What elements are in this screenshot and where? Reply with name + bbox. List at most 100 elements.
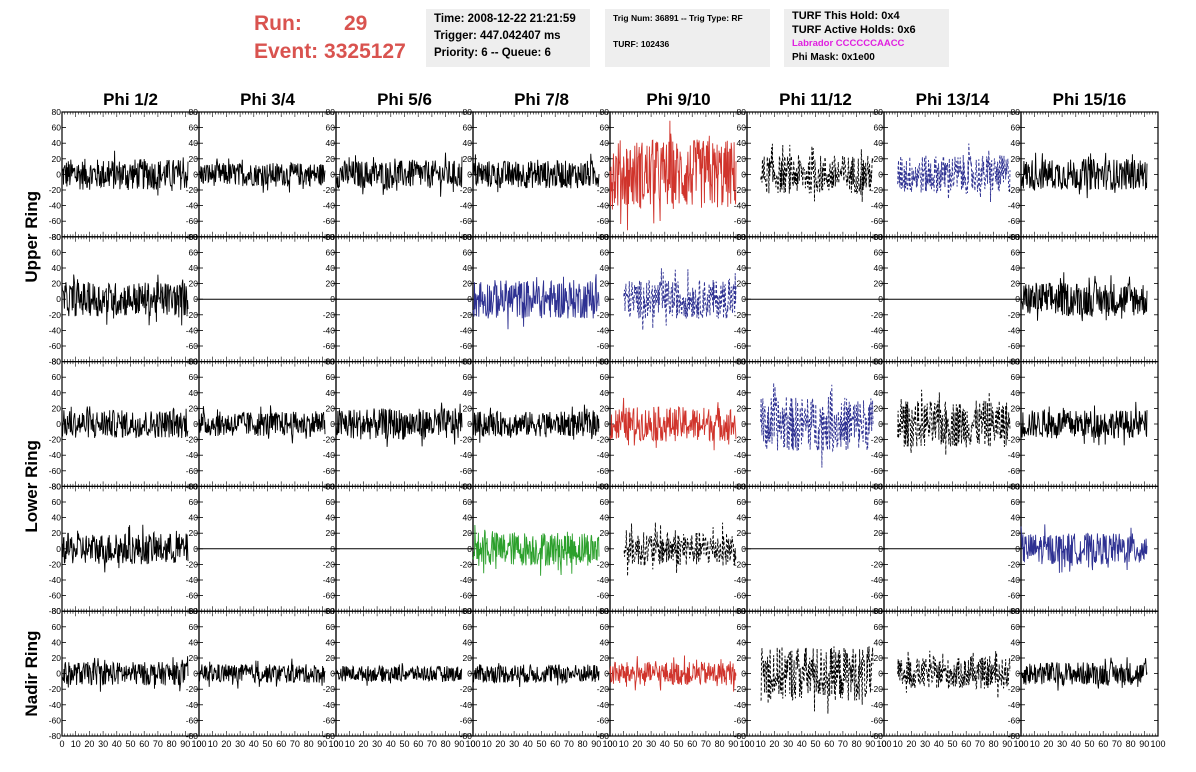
y-tick-label: -80 <box>49 606 62 616</box>
x-tick-label: 10 <box>482 739 492 749</box>
y-tick-label: -20 <box>323 310 336 320</box>
y-tick-label: 20 <box>1011 653 1021 663</box>
y-tick-label: 40 <box>463 637 473 647</box>
y-tick-label: -40 <box>186 325 199 335</box>
y-tick-label: 20 <box>189 653 199 663</box>
y-tick-label: -60 <box>734 216 747 226</box>
y-tick-label: -60 <box>734 715 747 725</box>
y-tick-label: 40 <box>189 263 199 273</box>
y-tick-label: -40 <box>734 201 747 211</box>
run-label: Run: <box>254 12 302 35</box>
y-tick-label: -60 <box>49 591 62 601</box>
y-tick-label: 0 <box>193 419 198 429</box>
waveform-trace <box>472 663 600 688</box>
y-tick-label: -40 <box>323 325 336 335</box>
y-tick-label: -40 <box>49 575 62 585</box>
y-tick-label: 40 <box>326 388 336 398</box>
waveform-trace <box>61 150 189 196</box>
y-tick-label: 60 <box>189 247 199 257</box>
y-tick-label: -20 <box>871 684 884 694</box>
y-tick-label: 80 <box>463 481 473 491</box>
x-tick-label: 70 <box>975 739 985 749</box>
y-tick-label: 20 <box>463 154 473 164</box>
x-tick-label: 20 <box>495 739 505 749</box>
y-tick-label: -60 <box>460 341 473 351</box>
x-tick-label: 30 <box>509 739 519 749</box>
y-tick-label: -40 <box>49 450 62 460</box>
labrador-text: Labrador CCCCCCAACC <box>792 38 905 49</box>
y-tick-label: 40 <box>326 263 336 273</box>
y-tick-label: -40 <box>871 575 884 585</box>
waveform-trace <box>1020 524 1148 573</box>
y-tick-label: 0 <box>878 294 883 304</box>
y-tick-label: -20 <box>597 559 610 569</box>
y-tick-label: -20 <box>49 185 62 195</box>
x-tick-label: 40 <box>660 739 670 749</box>
y-tick-label: 20 <box>737 653 747 663</box>
trig-num-text: Trig Num: 36891 -- Trig Type: RF <box>613 13 743 23</box>
y-tick-label: 60 <box>737 372 747 382</box>
y-tick-label: -40 <box>186 700 199 710</box>
y-tick-label: 80 <box>600 232 610 242</box>
event-line: Event: 3325127 <box>254 38 406 66</box>
y-tick-label: 60 <box>874 622 884 632</box>
y-tick-label: 0 <box>741 169 746 179</box>
y-tick-label: 60 <box>1011 123 1021 133</box>
x-tick-label: 0 <box>59 739 64 749</box>
trig-info-box: Trig Num: 36891 -- Trig Type: RF TURF: 1… <box>605 9 770 67</box>
y-tick-label: 80 <box>600 481 610 491</box>
y-tick-label: -40 <box>186 450 199 460</box>
x-tick-label: 0 <box>744 739 749 749</box>
y-tick-label: -60 <box>49 466 62 476</box>
y-tick-label: -60 <box>1008 341 1021 351</box>
priority-text: Priority: 6 -- Queue: 6 <box>434 47 551 59</box>
y-tick-label: -20 <box>871 185 884 195</box>
y-tick-label: -40 <box>323 700 336 710</box>
y-tick-label: 40 <box>463 138 473 148</box>
y-tick-label: 20 <box>737 403 747 413</box>
y-tick-label: -20 <box>734 684 747 694</box>
y-tick-label: 0 <box>330 544 335 554</box>
y-tick-label: 20 <box>463 528 473 538</box>
panel-frame <box>883 361 1022 488</box>
y-tick-label: -60 <box>323 591 336 601</box>
y-tick-label: -20 <box>871 310 884 320</box>
y-tick-label: -40 <box>734 575 747 585</box>
x-tick-label: 50 <box>810 739 820 749</box>
y-tick-label: 60 <box>1011 247 1021 257</box>
y-tick-label: -80 <box>734 731 747 741</box>
y-tick-label: -60 <box>871 466 884 476</box>
column-header: Phi 11/12 <box>779 90 852 109</box>
y-tick-label: 0 <box>741 669 746 679</box>
y-tick-label: 0 <box>56 169 61 179</box>
y-tick-label: 20 <box>1011 528 1021 538</box>
y-tick-label: 20 <box>737 154 747 164</box>
x-tick-label: 80 <box>989 739 999 749</box>
y-tick-label: -60 <box>871 216 884 226</box>
y-tick-label: 0 <box>330 419 335 429</box>
y-tick-label: 80 <box>52 357 62 367</box>
y-tick-label: 20 <box>600 279 610 289</box>
x-tick-label: 30 <box>235 739 245 749</box>
y-tick-label: -80 <box>597 731 610 741</box>
y-tick-label: 0 <box>604 419 609 429</box>
x-tick-label: 90 <box>728 739 738 749</box>
x-tick-label: 80 <box>167 739 177 749</box>
x-tick-label: 10 <box>71 739 81 749</box>
y-tick-label: 80 <box>874 606 884 616</box>
y-tick-label: -20 <box>49 310 62 320</box>
y-tick-label: 40 <box>874 513 884 523</box>
y-tick-label: 20 <box>189 154 199 164</box>
y-tick-label: 20 <box>737 528 747 538</box>
y-tick-label: 80 <box>326 357 336 367</box>
x-tick-label: 50 <box>536 739 546 749</box>
